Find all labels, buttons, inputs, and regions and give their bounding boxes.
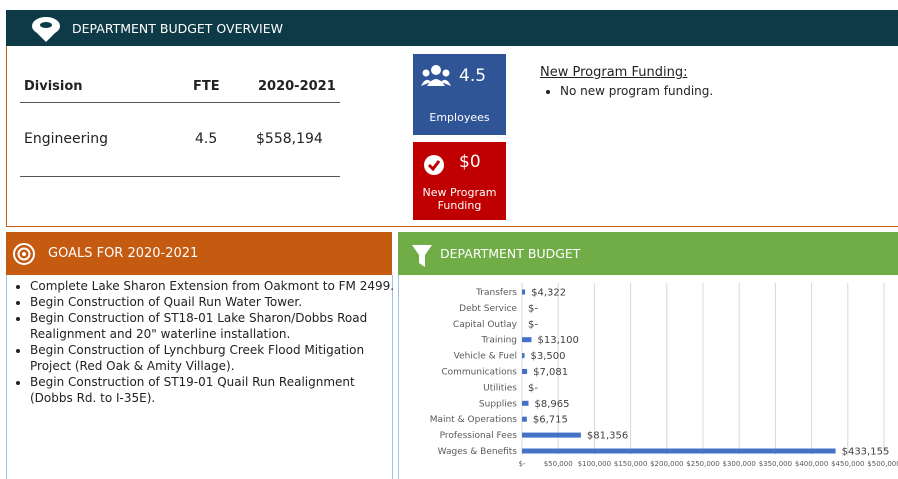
td: $558,194 [256, 131, 323, 147]
x-tick-label: $300,000 [722, 460, 755, 468]
goals-panel [6, 275, 393, 479]
category-label: Vehicle & Fuel [454, 352, 517, 362]
note-title: New Program Funding: [540, 65, 688, 80]
th: FTE [193, 79, 220, 94]
value: $0 [459, 152, 481, 172]
value-label: $7,081 [533, 367, 568, 378]
rule [20, 102, 340, 103]
value-label: $4,322 [531, 288, 566, 299]
bar [522, 369, 528, 374]
value-label: $- [528, 303, 538, 314]
title: GOALS FOR 2020-2021 [48, 246, 199, 261]
icon [412, 244, 432, 267]
category-label: Training [480, 336, 517, 346]
funding-card: $0 New Program Funding [413, 142, 506, 220]
x-tick-label: $200,000 [650, 460, 683, 468]
category-label: Capital Outlay [453, 320, 518, 330]
value-label: $3,500 [531, 351, 566, 362]
bar [522, 448, 836, 454]
label: New Program Funding [422, 186, 497, 212]
label: Employees [429, 111, 490, 124]
note-list: No new program funding. [540, 83, 860, 99]
value: 4.5 [459, 66, 487, 86]
budget-header: DEPARTMENT BUDGET [398, 232, 898, 275]
list-item: Begin Construction of ST19-01 Quail Run … [30, 374, 395, 406]
th: 2020-2021 [258, 79, 336, 94]
td: Engineering [24, 131, 108, 147]
goals-header: GOALS FOR 2020-2021 [6, 232, 392, 275]
category-label: Debt Service [459, 304, 517, 314]
icon [32, 17, 60, 42]
employees-card: 4.5 Employees [413, 54, 506, 135]
value-label: $433,155 [842, 447, 890, 458]
budget-chart: $- $50,000 $100,000 $150,000 $200,000 $250,00… [398, 275, 898, 479]
value-label: $81,356 [587, 431, 628, 442]
bar [522, 432, 581, 438]
td: 4.5 [195, 131, 218, 147]
category-label: Supplies [479, 399, 517, 409]
list-item: No new program funding. [560, 83, 860, 99]
list-item: Begin Construction of Quail Run Water To… [30, 294, 395, 310]
category-label: Utilities [483, 383, 517, 393]
value-label: $- [528, 383, 538, 394]
category-label: Communications [441, 368, 517, 378]
category-label: Transfers [475, 288, 517, 298]
th: Division [24, 79, 83, 94]
x-tick-label: $150,000 [614, 460, 647, 468]
value-label: $13,100 [537, 335, 578, 346]
bar [522, 289, 526, 295]
bar [522, 353, 525, 359]
rule [20, 176, 340, 177]
overview-panel [6, 46, 898, 227]
value-label: $- [528, 319, 538, 330]
overview-header: DEPARTMENT BUDGET OVERVIEW [6, 10, 898, 46]
value-label: $6,715 [533, 415, 568, 426]
x-tick-label: $450,000 [831, 460, 864, 468]
icon [13, 242, 35, 265]
value-label: $8,965 [534, 399, 569, 410]
x-tick-label: $50,000 [544, 460, 573, 468]
x-tick-label: $250,000 [686, 460, 719, 468]
category-label: Wages & Benefits [438, 447, 518, 457]
icon [421, 65, 451, 86]
bar [522, 400, 529, 406]
x-tick-label: $350,000 [759, 460, 792, 468]
title: DEPARTMENT BUDGET [440, 246, 581, 261]
list-item: Begin Construction of Lynchburg Creek Fl… [30, 342, 395, 374]
goals-list: Complete Lake Sharon Extension from Oakm… [10, 278, 395, 406]
category-label: Maint & Operations [430, 415, 518, 425]
list-item: Begin Construction of ST18-01 Lake Sharo… [30, 310, 395, 342]
category-label: Professional Fees [440, 431, 518, 441]
list-item: Complete Lake Sharon Extension from Oakm… [30, 278, 395, 294]
bar [522, 416, 527, 422]
bar [522, 337, 532, 343]
x-tick-label: $400,000 [795, 460, 828, 468]
title: DEPARTMENT BUDGET OVERVIEW [72, 20, 283, 36]
x-tick-label: $500,000 [867, 460, 898, 468]
x-tick-label: $- [519, 460, 526, 468]
icon [424, 155, 444, 175]
x-tick-label: $100,000 [578, 460, 611, 468]
